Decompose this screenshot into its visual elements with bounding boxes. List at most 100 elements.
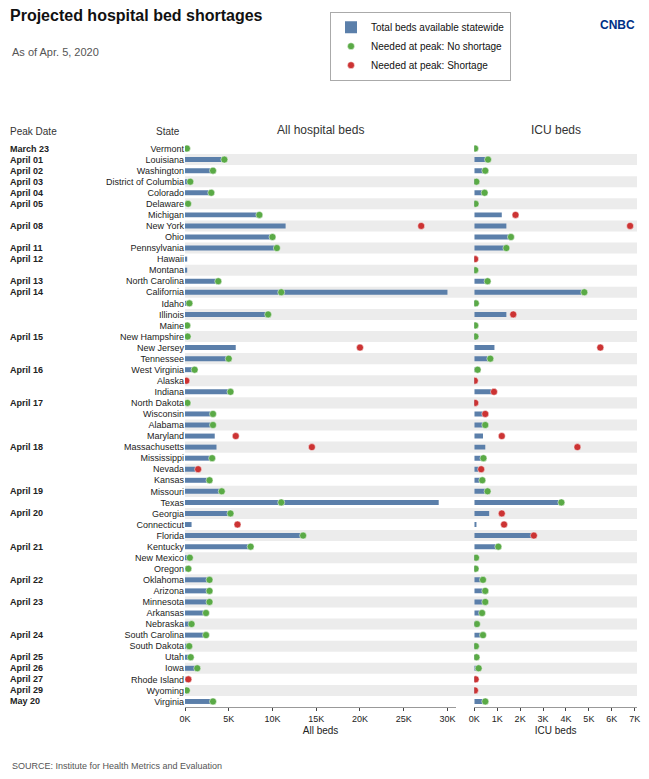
svg-text:District of Columbia: District of Columbia bbox=[106, 177, 184, 187]
svg-text:Washington: Washington bbox=[137, 166, 184, 176]
svg-text:ICU beds: ICU beds bbox=[531, 123, 581, 137]
svg-text:Texas: Texas bbox=[160, 498, 184, 508]
svg-text:Pennsylvania: Pennsylvania bbox=[130, 243, 184, 253]
svg-text:15K: 15K bbox=[308, 714, 324, 724]
svg-text:Wisconsin: Wisconsin bbox=[143, 409, 184, 419]
svg-text:ICU beds: ICU beds bbox=[535, 725, 577, 736]
svg-text:April 23: April 23 bbox=[10, 597, 43, 607]
svg-text:Projected hospital bed shortag: Projected hospital bed shortages bbox=[10, 7, 263, 24]
svg-text:March 23: March 23 bbox=[10, 144, 49, 154]
svg-text:April 08: April 08 bbox=[10, 221, 43, 231]
svg-text:Arizona: Arizona bbox=[153, 586, 184, 596]
svg-text:April 01: April 01 bbox=[10, 155, 43, 165]
svg-text:7K: 7K bbox=[629, 714, 640, 724]
svg-text:Peak Date: Peak Date bbox=[10, 126, 57, 137]
svg-text:Ohio: Ohio bbox=[165, 232, 184, 242]
svg-text:New York: New York bbox=[146, 221, 185, 231]
svg-text:Nebraska: Nebraska bbox=[145, 619, 184, 629]
svg-text:6K: 6K bbox=[606, 714, 617, 724]
svg-text:Oklahoma: Oklahoma bbox=[143, 575, 184, 585]
svg-text:Connecticut: Connecticut bbox=[136, 520, 184, 530]
svg-text:State: State bbox=[156, 126, 180, 137]
svg-text:April 24: April 24 bbox=[10, 630, 43, 640]
svg-text:Delaware: Delaware bbox=[146, 199, 184, 209]
svg-text:California: California bbox=[146, 287, 184, 297]
svg-text:25K: 25K bbox=[396, 714, 412, 724]
svg-text:April 02: April 02 bbox=[10, 166, 43, 176]
svg-text:North Dakota: North Dakota bbox=[131, 398, 184, 408]
svg-text:Louisiana: Louisiana bbox=[145, 155, 184, 165]
svg-text:2K: 2K bbox=[515, 714, 526, 724]
svg-text:CNBC: CNBC bbox=[600, 18, 635, 32]
svg-text:April 16: April 16 bbox=[10, 365, 43, 375]
svg-text:Maryland: Maryland bbox=[147, 431, 184, 441]
svg-text:April 14: April 14 bbox=[10, 287, 43, 297]
svg-text:May 20: May 20 bbox=[10, 696, 40, 706]
svg-text:Georgia: Georgia bbox=[152, 509, 184, 519]
svg-text:April 04: April 04 bbox=[10, 188, 43, 198]
svg-text:Minnesota: Minnesota bbox=[142, 597, 184, 607]
svg-text:April 11: April 11 bbox=[10, 243, 43, 253]
svg-text:Rhode Island: Rhode Island bbox=[131, 675, 184, 685]
svg-text:April 13: April 13 bbox=[10, 276, 43, 286]
svg-text:Iowa: Iowa bbox=[165, 663, 184, 673]
svg-text:April 26: April 26 bbox=[10, 663, 43, 673]
svg-text:New Jersey: New Jersey bbox=[137, 343, 185, 353]
svg-text:5K: 5K bbox=[583, 714, 594, 724]
svg-text:4K: 4K bbox=[560, 714, 571, 724]
svg-text:Missouri: Missouri bbox=[150, 487, 184, 497]
svg-text:Virginia: Virginia bbox=[154, 697, 184, 707]
svg-text:3K: 3K bbox=[538, 714, 549, 724]
svg-text:New Hampshire: New Hampshire bbox=[120, 332, 184, 342]
svg-text:Utah: Utah bbox=[165, 652, 184, 662]
svg-text:Indiana: Indiana bbox=[154, 387, 184, 397]
svg-text:Kansas: Kansas bbox=[154, 475, 185, 485]
svg-text:Montana: Montana bbox=[149, 265, 184, 275]
svg-text:South Dakota: South Dakota bbox=[129, 641, 184, 651]
svg-text:April 29: April 29 bbox=[10, 685, 43, 695]
svg-text:Total beds available statewide: Total beds available statewide bbox=[371, 22, 504, 33]
svg-text:Alaska: Alaska bbox=[157, 376, 184, 386]
svg-text:Maine: Maine bbox=[159, 321, 184, 331]
svg-text:Illinois: Illinois bbox=[159, 310, 185, 320]
svg-text:April 05: April 05 bbox=[10, 199, 43, 209]
svg-text:Tennessee: Tennessee bbox=[140, 354, 184, 364]
svg-text:20K: 20K bbox=[352, 714, 368, 724]
svg-text:April 20: April 20 bbox=[10, 508, 43, 518]
svg-text:Massachusetts: Massachusetts bbox=[124, 442, 185, 452]
svg-text:5K: 5K bbox=[223, 714, 234, 724]
svg-text:April 25: April 25 bbox=[10, 652, 43, 662]
svg-text:Idaho: Idaho bbox=[161, 299, 184, 309]
svg-text:As of Apr. 5, 2020: As of Apr. 5, 2020 bbox=[12, 46, 99, 58]
svg-text:Florida: Florida bbox=[156, 531, 184, 541]
svg-text:April 03: April 03 bbox=[10, 177, 43, 187]
svg-text:Wyoming: Wyoming bbox=[147, 686, 184, 696]
svg-text:Needed at peak: Shortage: Needed at peak: Shortage bbox=[371, 60, 488, 71]
svg-text:Kentucky: Kentucky bbox=[147, 542, 185, 552]
svg-text:April 18: April 18 bbox=[10, 442, 43, 452]
svg-text:Oregon: Oregon bbox=[154, 564, 184, 574]
svg-text:Nevada: Nevada bbox=[153, 464, 184, 474]
svg-text:April 22: April 22 bbox=[10, 575, 43, 585]
svg-text:Mississippi: Mississippi bbox=[140, 453, 184, 463]
svg-text:All hospital beds: All hospital beds bbox=[277, 123, 364, 137]
svg-text:Michigan: Michigan bbox=[148, 210, 184, 220]
svg-text:April 17: April 17 bbox=[10, 398, 43, 408]
svg-text:West Virginia: West Virginia bbox=[131, 365, 184, 375]
svg-text:North Carolina: North Carolina bbox=[126, 276, 184, 286]
svg-text:April 27: April 27 bbox=[10, 674, 43, 684]
svg-text:Hawaii: Hawaii bbox=[157, 254, 184, 264]
svg-text:Needed at peak: No shortage: Needed at peak: No shortage bbox=[371, 41, 502, 52]
svg-text:April 15: April 15 bbox=[10, 332, 43, 342]
svg-text:April 12: April 12 bbox=[10, 254, 43, 264]
svg-text:All beds: All beds bbox=[303, 725, 339, 736]
svg-text:Vermont: Vermont bbox=[150, 144, 184, 154]
svg-text:April 19: April 19 bbox=[10, 486, 43, 496]
svg-text:Alabama: Alabama bbox=[148, 420, 184, 430]
svg-text:Colorado: Colorado bbox=[147, 188, 184, 198]
svg-text:April 21: April 21 bbox=[10, 542, 43, 552]
svg-text:SOURCE: Institute for Health M: SOURCE: Institute for Health Metrics and… bbox=[12, 761, 222, 771]
svg-text:0K: 0K bbox=[469, 714, 480, 724]
svg-text:Arkansas: Arkansas bbox=[146, 608, 184, 618]
svg-text:30K: 30K bbox=[439, 714, 455, 724]
